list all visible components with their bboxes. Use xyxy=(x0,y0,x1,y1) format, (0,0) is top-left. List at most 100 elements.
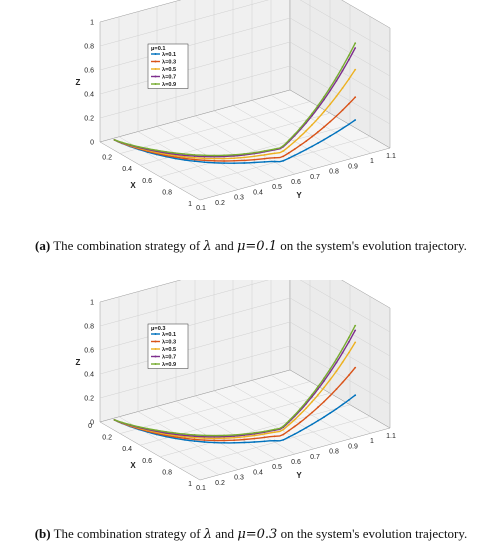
series-marker xyxy=(282,433,285,436)
z-tick-label: 0.6 xyxy=(84,68,94,75)
legend-marker xyxy=(154,340,157,343)
series-marker xyxy=(329,412,332,414)
series-marker xyxy=(165,435,167,438)
grid-line xyxy=(159,4,351,178)
series-marker xyxy=(317,104,319,107)
series-marker xyxy=(193,158,196,161)
series-marker xyxy=(311,423,313,426)
series-marker xyxy=(305,148,308,151)
series-marker xyxy=(348,123,350,126)
y-tick-label: 0.4 xyxy=(253,189,263,196)
series-marker xyxy=(348,399,350,401)
series-marker xyxy=(213,154,216,157)
series-marker xyxy=(193,156,196,159)
series-marker xyxy=(174,157,177,160)
series-marker xyxy=(341,347,344,350)
series-marker xyxy=(348,58,350,61)
series-marker xyxy=(311,123,313,126)
legend-entry: λ=0.1 xyxy=(162,332,176,338)
series-marker xyxy=(174,437,177,440)
series-marker xyxy=(323,416,325,418)
series-marker xyxy=(323,138,325,141)
series-marker xyxy=(329,103,332,106)
z-tick-label: 0.2 xyxy=(84,396,94,403)
y-tick-label: 0.9 xyxy=(348,443,358,450)
legend-marker xyxy=(154,83,157,85)
series-marker xyxy=(184,156,186,158)
series-marker xyxy=(335,361,338,364)
series-marker xyxy=(354,119,357,121)
series-marker xyxy=(335,131,338,134)
series-marker xyxy=(317,106,319,109)
series-marker xyxy=(263,436,266,439)
series-marker xyxy=(323,95,325,98)
series-marker xyxy=(243,159,246,162)
series-marker xyxy=(299,127,302,129)
series-marker xyxy=(165,150,167,153)
series-marker xyxy=(184,435,186,438)
series-marker xyxy=(317,388,319,390)
legend-title: μ=0.1 xyxy=(151,46,165,52)
grid-line xyxy=(251,280,353,439)
series-marker xyxy=(348,341,350,343)
series-marker xyxy=(288,436,290,438)
series-marker xyxy=(335,358,338,361)
series-marker xyxy=(184,434,186,437)
grid-line xyxy=(99,280,391,333)
x-tick-label: 0.4 xyxy=(122,166,132,173)
x-tick-label: 0.6 xyxy=(142,458,152,465)
series-marker xyxy=(282,155,285,158)
caption-b-mu: μ=0.3 xyxy=(237,527,278,542)
series-marker xyxy=(329,86,332,89)
series-marker xyxy=(203,439,206,441)
series-marker xyxy=(288,157,290,160)
legend-marker xyxy=(154,355,157,358)
series-marker xyxy=(317,131,319,133)
series-marker xyxy=(243,156,246,159)
series-marker xyxy=(329,378,332,381)
series-marker xyxy=(293,433,296,435)
series-marker xyxy=(253,437,256,440)
series-marker xyxy=(354,47,357,49)
chart-b-legend: μ=0.3λ=0.1 λ=0.3λ=0.5 λ=0.7λ=0.9 xyxy=(147,323,189,369)
series-marker xyxy=(146,427,149,430)
series-marker xyxy=(282,150,285,152)
caption-a-text-1: The combination strategy of xyxy=(50,238,204,253)
grid-line xyxy=(251,0,353,159)
z-tick-label: 0 xyxy=(90,140,94,147)
series-marker xyxy=(311,393,313,396)
x-tick-label: 0 xyxy=(88,423,92,430)
series-marker xyxy=(273,439,276,442)
series-marker xyxy=(213,157,216,160)
legend-marker xyxy=(154,333,157,335)
x-tick-label: 0.2 xyxy=(102,435,112,442)
x-tick-label: 0.8 xyxy=(162,469,172,476)
series-marker xyxy=(354,394,357,397)
series-marker xyxy=(288,145,290,148)
grid-line xyxy=(270,280,372,434)
series-marker xyxy=(341,87,344,89)
series-marker xyxy=(213,437,216,440)
series-marker xyxy=(341,109,344,111)
chart-b-series xyxy=(113,324,357,444)
series-marker xyxy=(273,431,276,434)
series-marker xyxy=(348,54,350,57)
series-marker xyxy=(165,430,167,433)
caption-a-mu: μ=0.1 xyxy=(236,239,277,254)
series-marker xyxy=(137,145,140,148)
series-marker xyxy=(329,89,332,92)
series-marker xyxy=(184,159,186,161)
series-marker xyxy=(193,435,196,438)
series-marker xyxy=(317,394,319,396)
series-marker xyxy=(223,162,226,165)
x-tick-label: 0.2 xyxy=(102,155,112,162)
legend-marker xyxy=(154,53,157,55)
series-marker xyxy=(335,370,338,373)
series-marker xyxy=(273,160,276,163)
grid-line xyxy=(119,0,311,154)
series-marker xyxy=(174,434,177,437)
series-marker xyxy=(317,142,319,145)
legend-entry: λ=0.5 xyxy=(162,347,176,353)
series-marker xyxy=(193,438,196,441)
grid-line xyxy=(99,65,391,125)
